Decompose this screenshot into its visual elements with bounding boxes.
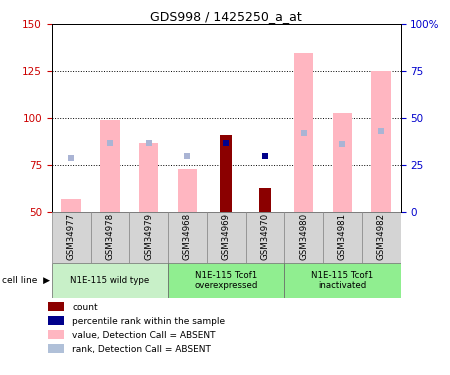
Text: GSM34969: GSM34969	[221, 213, 230, 260]
Text: value, Detection Call = ABSENT: value, Detection Call = ABSENT	[72, 331, 216, 340]
Bar	[371, 71, 391, 212]
Text: rank, Detection Call = ABSENT: rank, Detection Call = ABSENT	[72, 345, 211, 354]
Bar	[52, 212, 90, 262]
Bar	[284, 212, 323, 262]
Bar	[323, 212, 362, 262]
Bar	[168, 212, 207, 262]
Bar	[168, 262, 284, 298]
Text: GSM34968: GSM34968	[183, 213, 192, 260]
Text: N1E-115 wild type: N1E-115 wild type	[70, 276, 149, 285]
Bar	[362, 212, 400, 262]
Bar	[49, 302, 64, 310]
Bar	[90, 212, 129, 262]
Bar	[139, 142, 158, 212]
Text: cell line  ▶: cell line ▶	[2, 276, 50, 285]
Text: N1E-115 Tcof1
overexpressed: N1E-115 Tcof1 overexpressed	[194, 271, 258, 290]
Point	[184, 153, 191, 159]
Text: N1E-115 Tcof1
inactivated: N1E-115 Tcof1 inactivated	[311, 271, 374, 290]
Text: GSM34979: GSM34979	[144, 213, 153, 260]
Point	[68, 154, 75, 160]
Text: GSM34980: GSM34980	[299, 213, 308, 260]
Text: count: count	[72, 303, 98, 312]
Point	[378, 128, 385, 134]
Point	[106, 140, 113, 146]
Point	[300, 130, 307, 136]
Bar	[100, 120, 120, 212]
Bar	[294, 53, 313, 212]
Bar	[207, 212, 246, 262]
Bar	[49, 330, 64, 339]
Point	[222, 140, 230, 146]
Text: GSM34977: GSM34977	[67, 213, 76, 260]
Bar	[49, 316, 64, 325]
Text: GSM34981: GSM34981	[338, 213, 347, 260]
Bar	[220, 135, 232, 212]
Text: percentile rank within the sample: percentile rank within the sample	[72, 317, 225, 326]
Bar	[259, 188, 271, 212]
Bar	[246, 212, 284, 262]
Text: GSM34970: GSM34970	[261, 213, 270, 260]
Bar	[129, 212, 168, 262]
Text: GSM34982: GSM34982	[377, 213, 386, 260]
Point	[145, 140, 152, 146]
Point	[261, 153, 269, 159]
Bar	[178, 169, 197, 212]
Bar	[284, 262, 400, 298]
Bar	[49, 344, 64, 353]
Title: GDS998 / 1425250_a_at: GDS998 / 1425250_a_at	[150, 10, 302, 23]
Bar	[62, 199, 81, 212]
Text: GSM34978: GSM34978	[105, 213, 114, 260]
Point	[339, 141, 346, 147]
Bar	[52, 262, 168, 298]
Bar	[333, 112, 352, 212]
